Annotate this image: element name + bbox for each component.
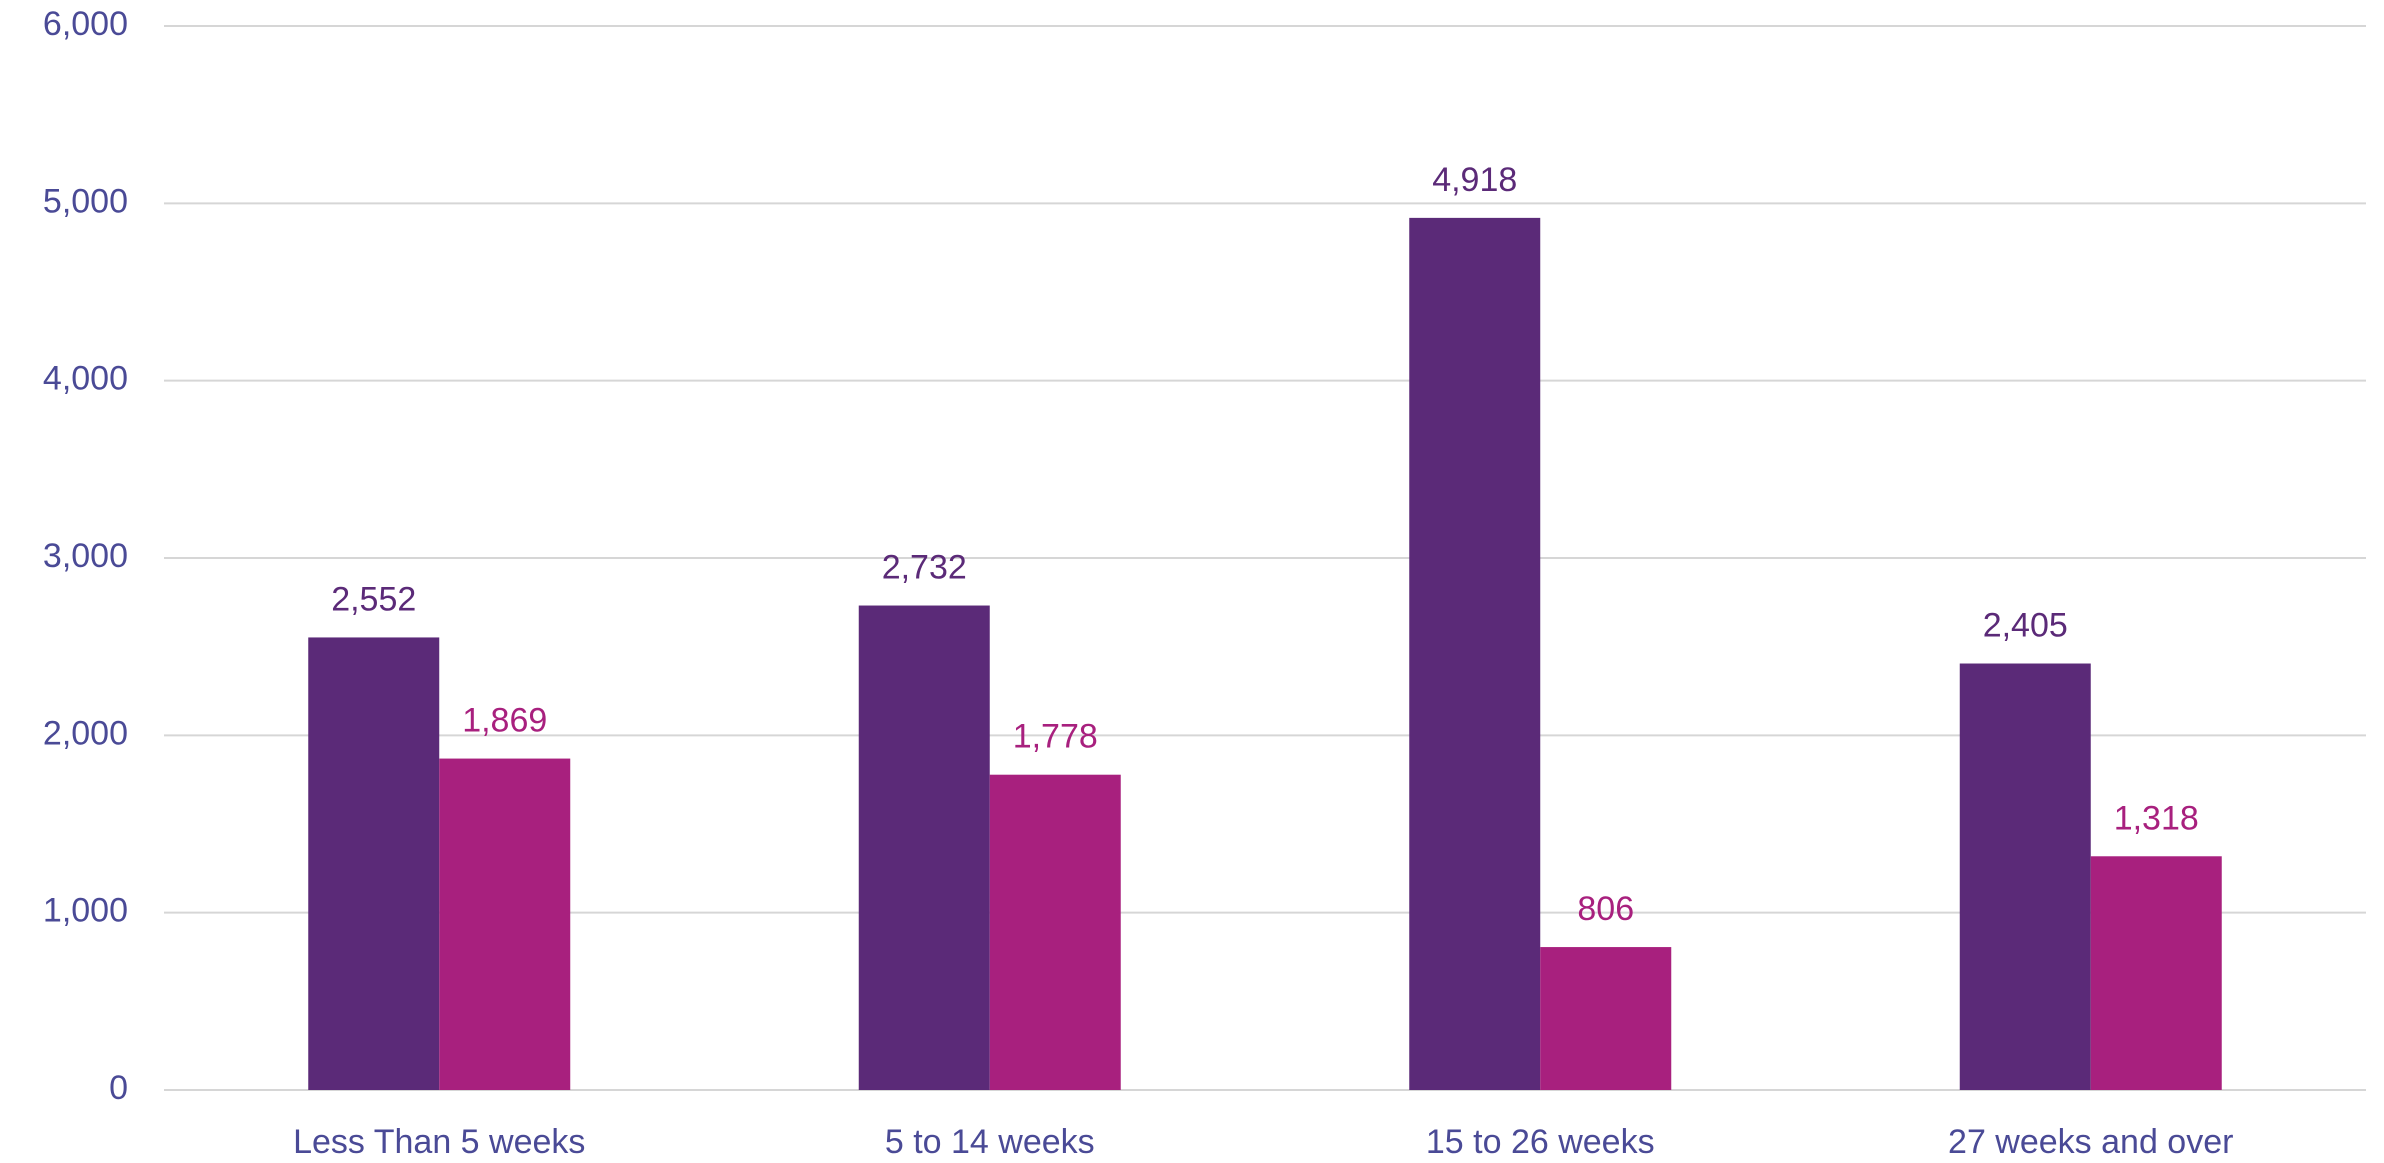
y-tick-label: 4,000 <box>43 360 128 398</box>
bar <box>308 637 440 1090</box>
x-tick-label: 15 to 26 weeks <box>1426 1123 1655 1161</box>
y-tick-label: 1,000 <box>43 892 128 930</box>
x-tick-label: 27 weeks and over <box>1948 1123 2233 1161</box>
value-label: 2,552 <box>331 580 416 618</box>
bar <box>439 758 571 1090</box>
y-tick-label: 6,000 <box>43 5 128 43</box>
y-tick-label: 2,000 <box>43 714 128 752</box>
y-tick-label: 5,000 <box>43 182 128 220</box>
y-tick-label: 0 <box>109 1069 128 1107</box>
bar <box>858 605 990 1090</box>
bar <box>1959 663 2091 1090</box>
value-label: 806 <box>1577 890 1634 928</box>
value-label: 2,732 <box>882 549 967 587</box>
x-tick-label: Less Than 5 weeks <box>293 1123 585 1161</box>
value-label: 2,405 <box>1983 606 2068 644</box>
y-tick-label: 3,000 <box>43 537 128 575</box>
bar <box>2090 856 2222 1090</box>
value-label: 4,918 <box>1432 161 1517 199</box>
value-label: 1,318 <box>2114 799 2199 837</box>
bar <box>1409 217 1541 1091</box>
bar <box>1540 947 1672 1090</box>
x-tick-label: 5 to 14 weeks <box>885 1123 1095 1161</box>
value-label: 1,778 <box>1013 718 1098 756</box>
bar <box>989 774 1121 1090</box>
value-label: 1,869 <box>462 702 547 740</box>
